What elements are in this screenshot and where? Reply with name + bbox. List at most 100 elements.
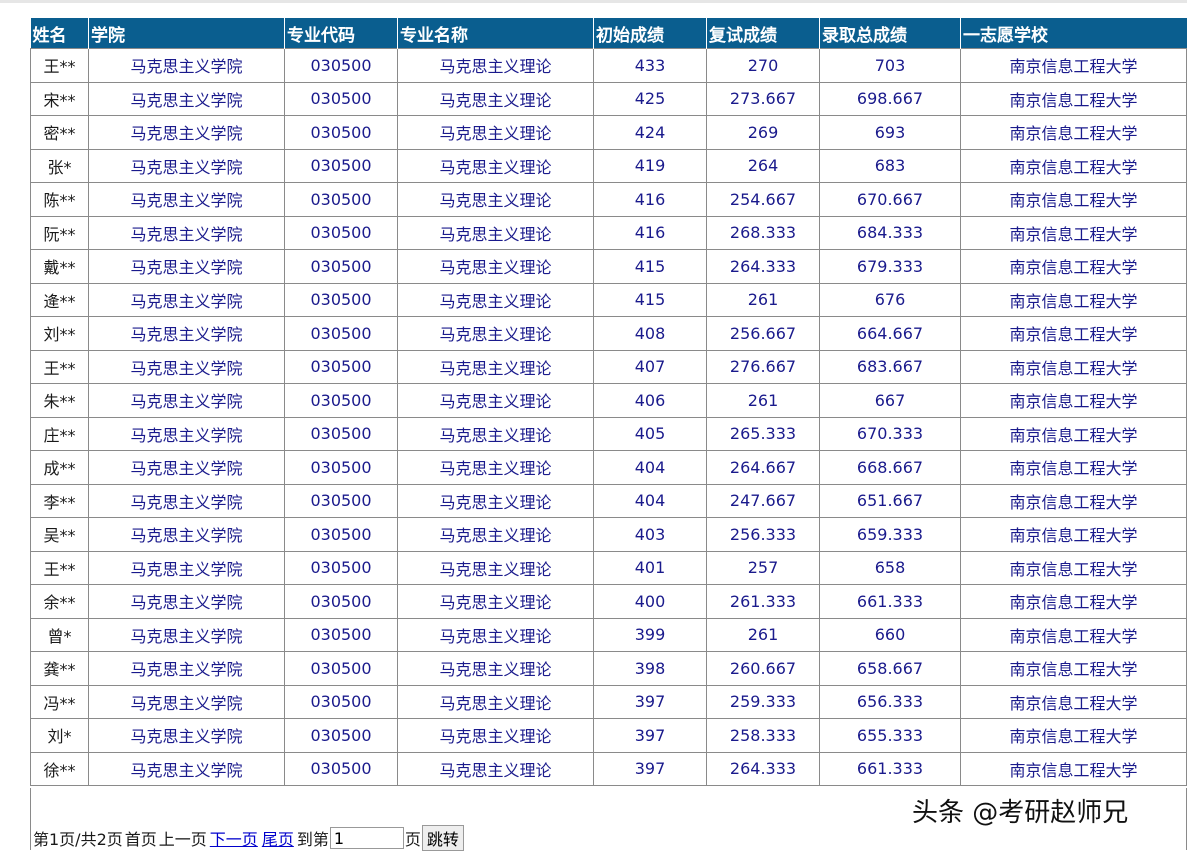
cell-total-score: 661.333 [819, 751, 961, 786]
column-header-name: 姓名 [30, 18, 89, 49]
column-header-college: 学院 [88, 18, 285, 49]
cell-total-score: 667 [819, 383, 961, 418]
cell-college: 马克思主义学院 [88, 550, 285, 585]
table-row: 密** 马克思主义学院 030500 马克思主义理论 424 269 693 南京信息工程大学 [30, 115, 1187, 150]
cell-name: 王** [30, 349, 89, 384]
cell-retest-score: 261 [706, 617, 820, 652]
cell-name: 逄** [30, 282, 89, 317]
cell-college: 马克思主义学院 [88, 751, 285, 786]
cell-total-score: 683 [819, 148, 961, 183]
cell-first-choice-school: 南京信息工程大学 [960, 751, 1187, 786]
table-row: 刘* 马克思主义学院 030500 马克思主义理论 397 258.333 655.333 南… [30, 718, 1187, 753]
results-table-container: 姓名 学院 专业代码 专业名称 初始成绩 复试成绩 录取总成绩 一志愿学校 王** 马克思主义学… [30, 18, 1187, 786]
cell-major-code: 030500 [284, 617, 398, 652]
cell-total-score: 670.667 [819, 182, 961, 217]
cell-initial-score: 401 [593, 550, 707, 585]
cell-total-score: 698.667 [819, 81, 961, 116]
cell-major-name: 马克思主义理论 [397, 483, 594, 518]
cell-major-code: 030500 [284, 349, 398, 384]
jump-button[interactable]: 跳转 [421, 825, 464, 851]
cell-total-score: 683.667 [819, 349, 961, 384]
cell-name: 王** [30, 48, 89, 83]
cell-major-name: 马克思主义理论 [397, 751, 594, 786]
cell-initial-score: 405 [593, 416, 707, 451]
cell-major-code: 030500 [284, 416, 398, 451]
cell-total-score: 703 [819, 48, 961, 83]
table-row: 王** 马克思主义学院 030500 马克思主义理论 401 257 658 南京信息工程大学 [30, 550, 1187, 585]
cell-total-score: 670.333 [819, 416, 961, 451]
admission-results-table: 姓名 学院 专业代码 专业名称 初始成绩 复试成绩 录取总成绩 一志愿学校 王** 马克思主义学… [30, 18, 1187, 786]
cell-total-score: 651.667 [819, 483, 961, 518]
cell-initial-score: 397 [593, 718, 707, 753]
cell-major-code: 030500 [284, 550, 398, 585]
cell-initial-score: 398 [593, 651, 707, 686]
cell-major-code: 030500 [284, 483, 398, 518]
cell-major-code: 030500 [284, 48, 398, 83]
cell-total-score: 658 [819, 550, 961, 585]
cell-name: 朱** [30, 383, 89, 418]
last-page-link[interactable]: 尾页 [261, 830, 294, 849]
cell-name: 密** [30, 115, 89, 150]
cell-retest-score: 259.333 [706, 684, 820, 719]
cell-college: 马克思主义学院 [88, 282, 285, 317]
cell-major-code: 030500 [284, 517, 398, 552]
next-page-link[interactable]: 下一页 [209, 830, 258, 849]
cell-name: 曾* [30, 617, 89, 652]
cell-retest-score: 265.333 [706, 416, 820, 451]
table-row: 朱** 马克思主义学院 030500 马克思主义理论 406 261 667 南京信息工程大学 [30, 383, 1187, 418]
cell-retest-score: 264.333 [706, 751, 820, 786]
page-number-input[interactable] [329, 827, 404, 849]
cell-retest-score: 264.333 [706, 249, 820, 284]
cell-major-name: 马克思主义理论 [397, 215, 594, 250]
cell-major-name: 马克思主义理论 [397, 718, 594, 753]
table-row: 宋** 马克思主义学院 030500 马克思主义理论 425 273.667 698.667… [30, 81, 1187, 116]
cell-major-code: 030500 [284, 584, 398, 619]
cell-name: 阮** [30, 215, 89, 250]
cell-retest-score: 268.333 [706, 215, 820, 250]
cell-college: 马克思主义学院 [88, 517, 285, 552]
cell-college: 马克思主义学院 [88, 48, 285, 83]
column-header-total-score: 录取总成绩 [819, 18, 961, 49]
cell-college: 马克思主义学院 [88, 617, 285, 652]
cell-college: 马克思主义学院 [88, 684, 285, 719]
cell-name: 吴** [30, 517, 89, 552]
table-row: 逄** 马克思主义学院 030500 马克思主义理论 415 261 676 南京信息工程大学 [30, 282, 1187, 317]
cell-retest-score: 269 [706, 115, 820, 150]
cell-initial-score: 407 [593, 349, 707, 384]
column-header-initial-score: 初始成绩 [593, 18, 707, 49]
cell-initial-score: 397 [593, 751, 707, 786]
cell-first-choice-school: 南京信息工程大学 [960, 115, 1187, 150]
cell-first-choice-school: 南京信息工程大学 [960, 416, 1187, 451]
cell-initial-score: 415 [593, 282, 707, 317]
cell-name: 庄** [30, 416, 89, 451]
cell-major-name: 马克思主义理论 [397, 383, 594, 418]
watermark: 头条 @考研赵师兄 [912, 798, 1129, 828]
column-header-retest-score: 复试成绩 [706, 18, 820, 49]
cell-major-code: 030500 [284, 316, 398, 351]
cell-major-code: 030500 [284, 383, 398, 418]
cell-first-choice-school: 南京信息工程大学 [960, 517, 1187, 552]
cell-major-code: 030500 [284, 684, 398, 719]
cell-major-name: 马克思主义理论 [397, 148, 594, 183]
cell-major-code: 030500 [284, 182, 398, 217]
cell-major-code: 030500 [284, 651, 398, 686]
cell-initial-score: 399 [593, 617, 707, 652]
table-row: 曾* 马克思主义学院 030500 马克思主义理论 399 261 660 南京信息工程大学 [30, 617, 1187, 652]
cell-total-score: 679.333 [819, 249, 961, 284]
column-header-first-choice-school: 一志愿学校 [960, 18, 1187, 49]
cell-major-name: 马克思主义理论 [397, 282, 594, 317]
cell-retest-score: 261 [706, 383, 820, 418]
cell-major-code: 030500 [284, 282, 398, 317]
cell-major-code: 030500 [284, 450, 398, 485]
cell-total-score: 693 [819, 115, 961, 150]
cell-total-score: 684.333 [819, 215, 961, 250]
table-row: 成** 马克思主义学院 030500 马克思主义理论 404 264.667 668.667… [30, 450, 1187, 485]
cell-major-name: 马克思主义理论 [397, 316, 594, 351]
cell-retest-score: 261.333 [706, 584, 820, 619]
cell-retest-score: 270 [706, 48, 820, 83]
table-row: 刘** 马克思主义学院 030500 马克思主义理论 408 256.667 664.667… [30, 316, 1187, 351]
cell-total-score: 656.333 [819, 684, 961, 719]
cell-total-score: 664.667 [819, 316, 961, 351]
cell-major-name: 马克思主义理论 [397, 651, 594, 686]
cell-initial-score: 408 [593, 316, 707, 351]
